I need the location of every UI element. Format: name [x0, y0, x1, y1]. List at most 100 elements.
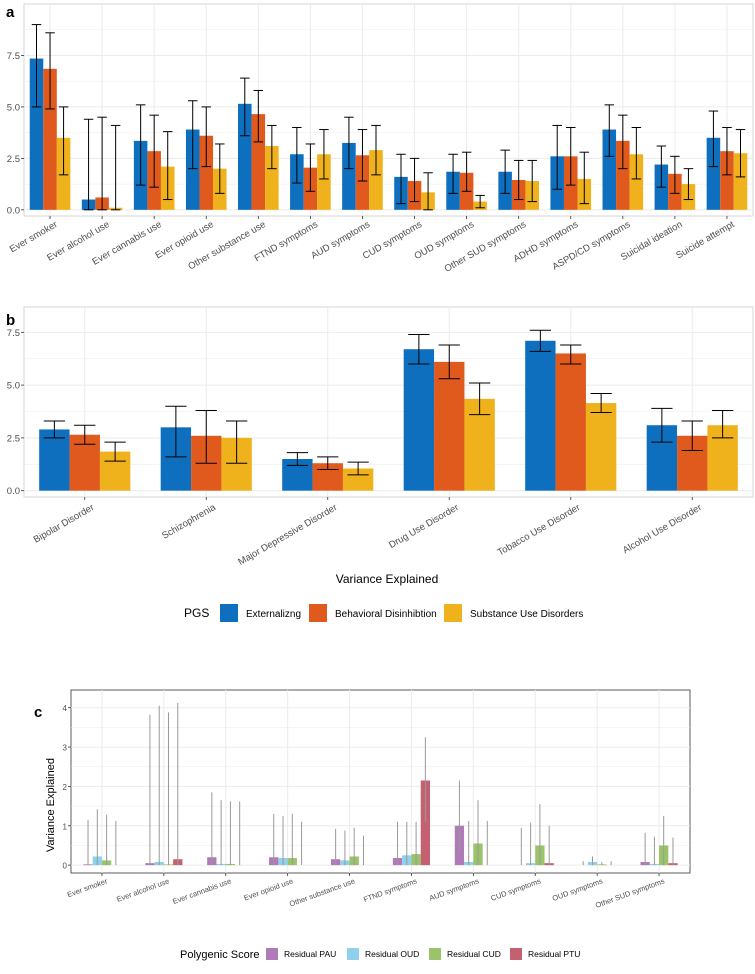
panel-a-errorbar — [149, 114, 159, 188]
panel-a-errorbar — [475, 194, 485, 209]
panel-a-errorbar — [110, 124, 121, 211]
panel-b-errorbar — [286, 452, 309, 466]
panel-a-bar-sud — [265, 146, 279, 210]
panel-a-bar-behavioral — [251, 114, 266, 210]
panel-a-y-tick-label: 2.5 — [7, 154, 20, 165]
panel-a-bar-externalizing — [29, 58, 44, 210]
panel-a-errorbar — [396, 153, 406, 205]
panel-c-y-tick-label: 4 — [63, 704, 68, 713]
panel-a-bar-externalizing — [238, 103, 252, 210]
panel-a-errorbar — [722, 126, 732, 176]
panel-b-bar-behavioral — [555, 353, 586, 491]
panel-c-y-tick-label: 1 — [63, 822, 68, 831]
panel-a-errorbar — [604, 104, 615, 157]
panel-a-bar-sud — [317, 154, 331, 210]
panel-c-y-tick-label: 2 — [63, 783, 68, 792]
panel-c-label: c — [34, 704, 42, 721]
panel-a-errorbar — [500, 149, 510, 194]
legend-label-externalizing: Externalizng — [246, 609, 301, 620]
panel-a-errorbar — [631, 126, 642, 180]
panel-b-errorbar — [43, 420, 66, 439]
panel-a-errorbar — [618, 114, 628, 170]
panel-a-errorbar — [656, 145, 667, 188]
panel-b-errorbar — [468, 382, 491, 416]
panel-a-bar-sud — [629, 154, 644, 210]
panel-b-bar-behavioral — [434, 361, 465, 491]
panel-b-errorbar — [408, 333, 430, 365]
panel-c-y-tick-label: 3 — [63, 744, 68, 753]
panel-a-errorbar — [201, 106, 211, 168]
panel-a-errorbar — [409, 157, 420, 203]
panel-a-errorbar — [566, 126, 576, 186]
panel-b-bar-externalizing — [39, 429, 70, 491]
panel-a-bar-behavioral — [43, 68, 57, 210]
panel-b-bar-externalizing — [525, 340, 556, 491]
panel-b-errorbar — [711, 409, 734, 439]
panel-b-y-tick-label: 7.5 — [7, 328, 20, 339]
panel-a-errorbar — [708, 110, 719, 168]
panel-a-errorbar — [58, 106, 69, 176]
panel-c-bar-ptu — [420, 780, 431, 866]
panel-a-errorbar — [253, 89, 264, 143]
panel-b-errorbar — [651, 407, 673, 443]
panel-b-errorbar — [529, 329, 552, 352]
panel-b-errorbar — [165, 405, 187, 458]
panel-c-y-tick-label: 0 — [63, 862, 68, 871]
legend-swatch-sud — [444, 604, 462, 622]
panel-b-legend-title: PGS — [184, 606, 209, 620]
panel-a-bar-externalizing — [706, 137, 721, 210]
panel-b-legend: PGS Externalizng Behavioral Disinhibtion… — [184, 604, 583, 622]
panel-a-errorbar — [97, 116, 107, 211]
panel-a-errorbar — [683, 168, 694, 201]
panel-a-y-tick-label: 7.5 — [7, 51, 20, 62]
panel-b-errorbar — [560, 344, 582, 365]
panel-a-y-tick-label: 5.0 — [7, 102, 20, 113]
panel-a-errorbar — [267, 124, 277, 170]
panel-a-errorbar — [552, 124, 562, 190]
panel-b-plot-area — [23, 306, 754, 498]
legend-label-cud: Residual CUD — [447, 949, 501, 959]
panel-a-errorbar — [423, 172, 433, 211]
panel-a-errorbar — [319, 129, 329, 180]
panel-c-plot-area — [70, 689, 691, 874]
panel-a-bar-behavioral — [199, 135, 214, 210]
panel-b-y-tick-label: 2.5 — [7, 433, 20, 444]
panel-a-bar-behavioral — [355, 155, 370, 210]
panel-b-errorbar — [104, 441, 126, 462]
panel-a-errorbar — [45, 32, 55, 110]
panel-c: c Variance Explained Polygenic Score Res… — [34, 689, 691, 961]
panel-a-errorbar — [670, 155, 680, 194]
legend-swatch-cud — [429, 948, 441, 960]
legend-swatch-ptu — [510, 948, 522, 960]
legend-label-oud: Residual OUD — [365, 949, 419, 959]
panel-a-errorbar — [187, 100, 198, 170]
panel-b-errorbar — [438, 344, 460, 380]
panel-a-errorbar — [579, 151, 590, 205]
legend-swatch-pau — [266, 948, 278, 960]
panel-b-errorbar — [347, 461, 369, 476]
panel-a-errorbar — [527, 159, 537, 203]
panel-b-label: b — [6, 312, 15, 329]
panel-a-bar-externalizing — [342, 142, 356, 210]
panel-a-errorbar — [135, 104, 146, 186]
panel-a-label: a — [6, 4, 15, 21]
legend-swatch-oud — [347, 948, 359, 960]
panel-a-errorbar — [305, 143, 316, 192]
panel-b-y-tick-label: 0.0 — [7, 486, 20, 497]
legend-label-ptu: Residual PTU — [528, 949, 580, 959]
panel-a-errorbar — [461, 151, 472, 192]
panel-b: b Variance Explained PGS Externalizng Be… — [6, 306, 754, 622]
panel-a-errorbar — [371, 124, 381, 176]
panel-a-errorbar — [513, 159, 524, 201]
panel-c-legend: Polygenic Score Residual PAU Residual OU… — [180, 948, 580, 961]
panel-a-bar-behavioral — [720, 151, 734, 210]
legend-label-behavioral: Behavioral Disinhibtion — [335, 609, 437, 620]
legend-swatch-externalizing — [220, 604, 238, 622]
legend-label-sud: Substance Use Disorders — [470, 609, 583, 620]
panel-b-errorbar — [74, 424, 96, 445]
panel-a-bar-sud — [369, 150, 383, 210]
panel-a-bar-externalizing — [602, 129, 617, 210]
legend-label-pau: Residual PAU — [284, 949, 336, 959]
panel-b-bar-sud — [585, 403, 617, 491]
